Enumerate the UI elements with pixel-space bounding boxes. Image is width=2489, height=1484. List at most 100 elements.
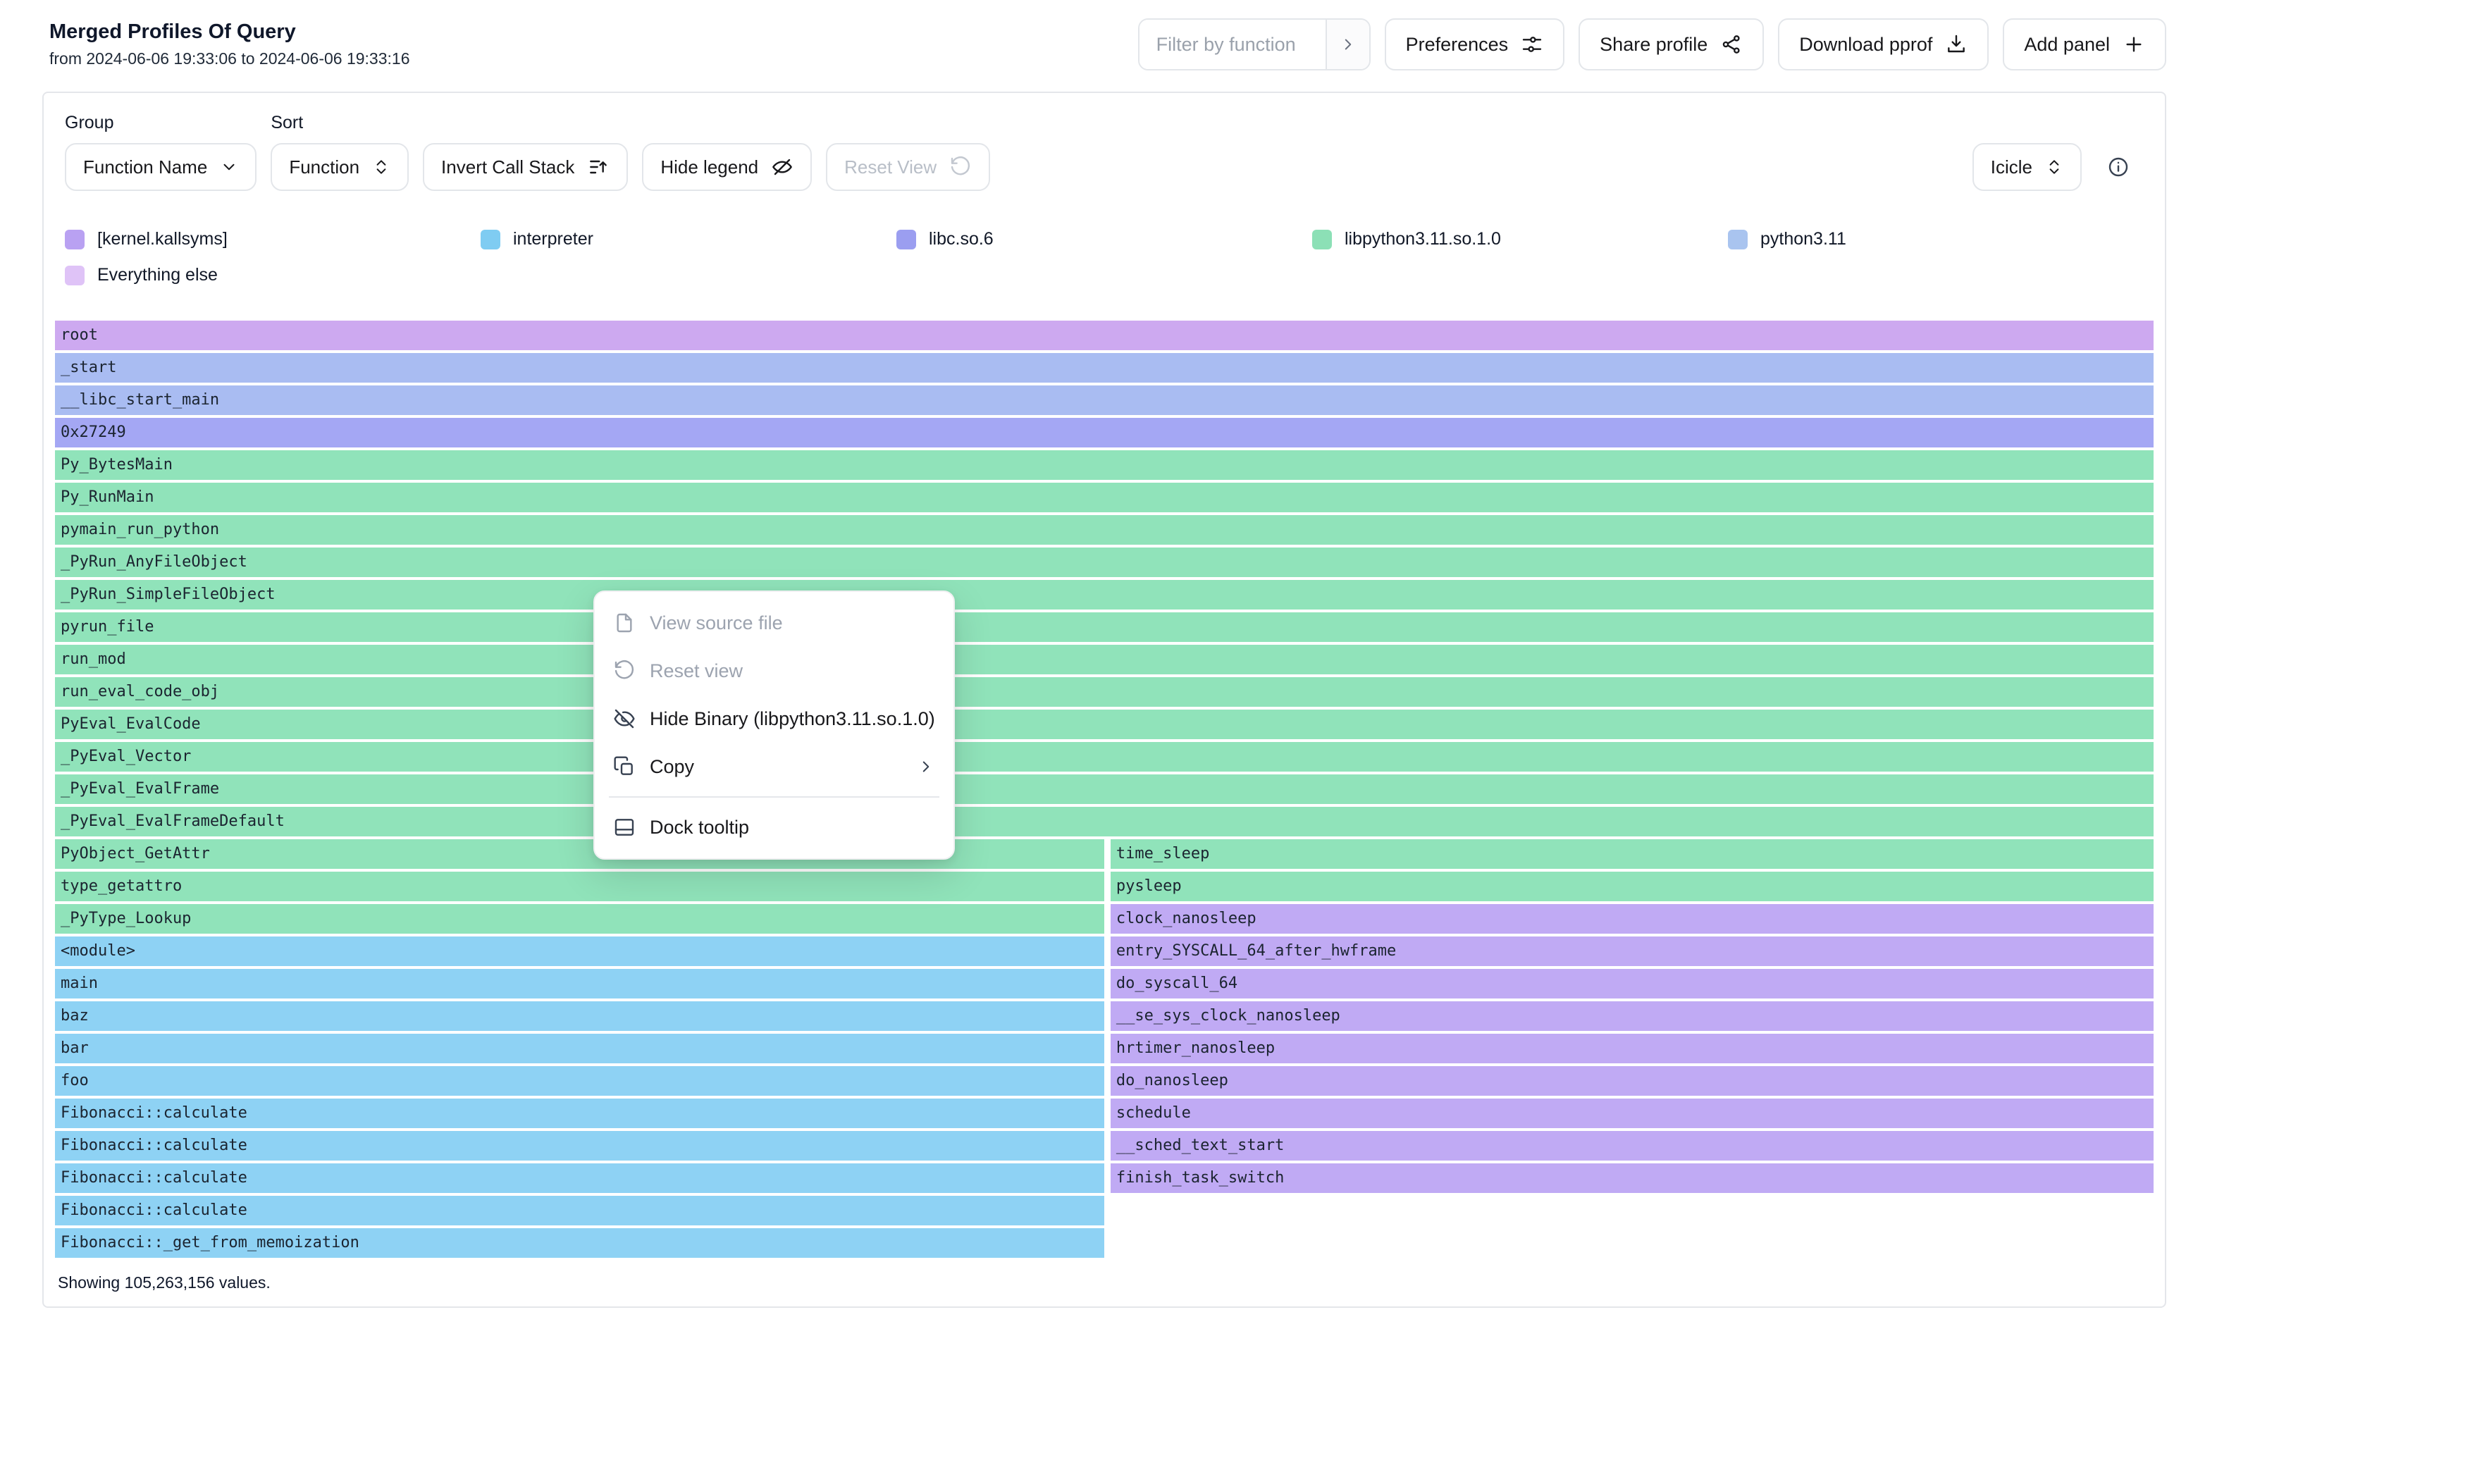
- flamegraph-node[interactable]: _PyType_Lookup: [55, 904, 1104, 934]
- preferences-button[interactable]: Preferences: [1384, 18, 1565, 70]
- flamegraph-node[interactable]: _start: [55, 353, 2154, 383]
- preferences-sliders-icon: [1522, 37, 1542, 52]
- reset-view-icon: [951, 156, 970, 175]
- file-icon: [613, 612, 636, 634]
- flamegraph-row: <module> entry_SYSCALL_64_after_hwframe: [55, 936, 2154, 966]
- flamegraph-node[interactable]: do_nanosleep: [1110, 1066, 2154, 1096]
- flamegraph-node[interactable]: Py_RunMain: [55, 483, 2154, 512]
- top-bar: Merged Profiles Of Query from 2024-06-06…: [42, 0, 2166, 92]
- context-menu-item[interactable]: Copy: [595, 743, 953, 791]
- info-button[interactable]: [2107, 156, 2130, 178]
- legend-swatch: [65, 229, 85, 249]
- flamegraph-node[interactable]: clock_nanosleep: [1110, 904, 2154, 934]
- reset-view-button: Reset View: [826, 143, 991, 191]
- legend-item[interactable]: [kernel.kallsyms]: [65, 229, 481, 249]
- invert-call-stack-label: Invert Call Stack: [441, 156, 575, 178]
- filter-submit-button[interactable]: [1325, 20, 1369, 69]
- flamegraph-row: PyEval_EvalCode: [55, 710, 2154, 739]
- context-menu-item-label: Reset view: [650, 660, 743, 681]
- flamegraph-row: __libc_start_main: [55, 385, 2154, 415]
- flamegraph-node[interactable]: Fibonacci::calculate: [55, 1099, 1104, 1128]
- flamegraph-node[interactable]: entry_SYSCALL_64_after_hwframe: [1110, 936, 2154, 966]
- flamegraph-node[interactable]: _PyEval_EvalFrame: [55, 774, 2154, 804]
- flamegraph-row: pyrun_file: [55, 612, 2154, 642]
- flamegraph-node[interactable]: finish_task_switch: [1110, 1163, 2154, 1193]
- legend-item[interactable]: python3.11: [1728, 229, 2144, 249]
- flamegraph-row: foo do_nanosleep: [55, 1066, 2154, 1096]
- add-panel-button[interactable]: Add panel: [2003, 18, 2166, 70]
- hide-legend-button[interactable]: Hide legend: [642, 143, 813, 191]
- legend-swatch: [481, 229, 500, 249]
- invert-call-stack-button[interactable]: Invert Call Stack: [423, 143, 629, 191]
- flamegraph-node[interactable]: pysleep: [1110, 872, 2154, 901]
- flamegraph-node[interactable]: main: [55, 969, 1104, 998]
- flamegraph-node[interactable]: __sched_text_start: [1110, 1131, 2154, 1161]
- view-type-select[interactable]: Icicle: [1972, 143, 2082, 191]
- flamegraph-node[interactable]: baz: [55, 1001, 1104, 1031]
- info-icon: [2108, 157, 2128, 177]
- profile-panel: Group Function Name Sort Function Invert…: [42, 92, 2166, 1308]
- download-pprof-label: Download pprof: [1799, 33, 1933, 55]
- flamegraph-node[interactable]: __libc_start_main: [55, 385, 2154, 415]
- flamegraph: root _start __libc_start_main 0x27249 Py_Byt…: [55, 321, 2154, 1258]
- flamegraph-row: Fibonacci::_get_from_memoization: [55, 1228, 2154, 1258]
- dock-icon: [613, 816, 636, 839]
- flamegraph-node[interactable]: pyrun_file: [55, 612, 2154, 642]
- flamegraph-row: Fibonacci::calculate __sched_text_start: [55, 1131, 2154, 1161]
- flamegraph-node[interactable]: run_eval_code_obj: [55, 677, 2154, 707]
- context-menu-item[interactable]: Hide Binary (libpython3.11.so.1.0): [595, 695, 953, 743]
- context-menu-item[interactable]: Dock tooltip: [595, 803, 953, 851]
- flamegraph-node[interactable]: run_mod: [55, 645, 2154, 674]
- page-subtitle: from 2024-06-06 19:33:06 to 2024-06-06 1…: [49, 49, 410, 68]
- sort-by-select[interactable]: Function: [271, 143, 409, 191]
- legend-swatch: [65, 265, 85, 285]
- flamegraph-row: _PyEval_EvalFrameDefault: [55, 807, 2154, 836]
- filter-function-input[interactable]: [1139, 20, 1326, 69]
- sort-label: Sort: [271, 113, 304, 132]
- flamegraph-row: Py_RunMain: [55, 483, 2154, 512]
- copy-icon: [613, 755, 636, 778]
- flamegraph-row: _PyEval_Vector: [55, 742, 2154, 772]
- flamegraph-node[interactable]: type_getattro: [55, 872, 1104, 901]
- flamegraph-node[interactable]: Fibonacci::calculate: [55, 1163, 1104, 1193]
- footer-summary: Showing 105,263,156 values.: [58, 1273, 271, 1292]
- top-actions: Preferences Share profile Download pprof: [1137, 18, 2166, 70]
- share-profile-button[interactable]: Share profile: [1579, 18, 1765, 70]
- flamegraph-node[interactable]: Fibonacci::_get_from_memoization: [55, 1228, 1104, 1258]
- flamegraph-node[interactable]: foo: [55, 1066, 1104, 1096]
- flamegraph-node[interactable]: _PyEval_EvalFrameDefault: [55, 807, 2154, 836]
- flamegraph-node[interactable]: root: [55, 321, 2154, 350]
- download-pprof-button[interactable]: Download pprof: [1778, 18, 1989, 70]
- legend-item[interactable]: libc.so.6: [896, 229, 1312, 249]
- flamegraph-row: Fibonacci::calculate schedule: [55, 1099, 2154, 1128]
- flamegraph-row: Py_BytesMain: [55, 450, 2154, 480]
- flamegraph-node[interactable]: _PyRun_AnyFileObject: [55, 548, 2154, 577]
- flamegraph-node[interactable]: Py_BytesMain: [55, 450, 2154, 480]
- flamegraph-node[interactable]: time_sleep: [1110, 839, 2154, 869]
- context-menu-item-label: View source file: [650, 612, 783, 633]
- flamegraph-node[interactable]: do_syscall_64: [1110, 969, 2154, 998]
- legend-label: python3.11: [1760, 229, 1846, 249]
- flamegraph-node[interactable]: __se_sys_clock_nanosleep: [1110, 1001, 2154, 1031]
- legend-item[interactable]: libpython3.11.so.1.0: [1312, 229, 1728, 249]
- legend-swatch: [1728, 229, 1748, 249]
- sort-by-value: Function: [289, 156, 360, 178]
- flamegraph-node[interactable]: schedule: [1110, 1099, 2154, 1128]
- flamegraph-node[interactable]: hrtimer_nanosleep: [1110, 1034, 2154, 1063]
- hide-legend-label: Hide legend: [660, 156, 759, 178]
- flamegraph-node[interactable]: 0x27249: [55, 418, 2154, 447]
- context-menu-item: View source file: [595, 599, 953, 647]
- flamegraph-node[interactable]: Fibonacci::calculate: [55, 1131, 1104, 1161]
- flamegraph-node[interactable]: <module>: [55, 936, 1104, 966]
- flamegraph-node[interactable]: _PyEval_Vector: [55, 742, 2154, 772]
- flamegraph-node[interactable]: Fibonacci::calculate: [55, 1196, 1104, 1225]
- flamegraph-node[interactable]: PyEval_EvalCode: [55, 710, 2154, 739]
- legend-item[interactable]: Everything else: [65, 265, 481, 285]
- flamegraph-node[interactable]: bar: [55, 1034, 1104, 1063]
- group-by-select[interactable]: Function Name: [65, 143, 257, 191]
- legend-item[interactable]: interpreter: [481, 229, 896, 249]
- flamegraph-row: root: [55, 321, 2154, 350]
- flamegraph-node[interactable]: _PyRun_SimpleFileObject: [55, 580, 2154, 610]
- flamegraph-node[interactable]: pymain_run_python: [55, 515, 2154, 545]
- plus-icon: [2126, 37, 2142, 52]
